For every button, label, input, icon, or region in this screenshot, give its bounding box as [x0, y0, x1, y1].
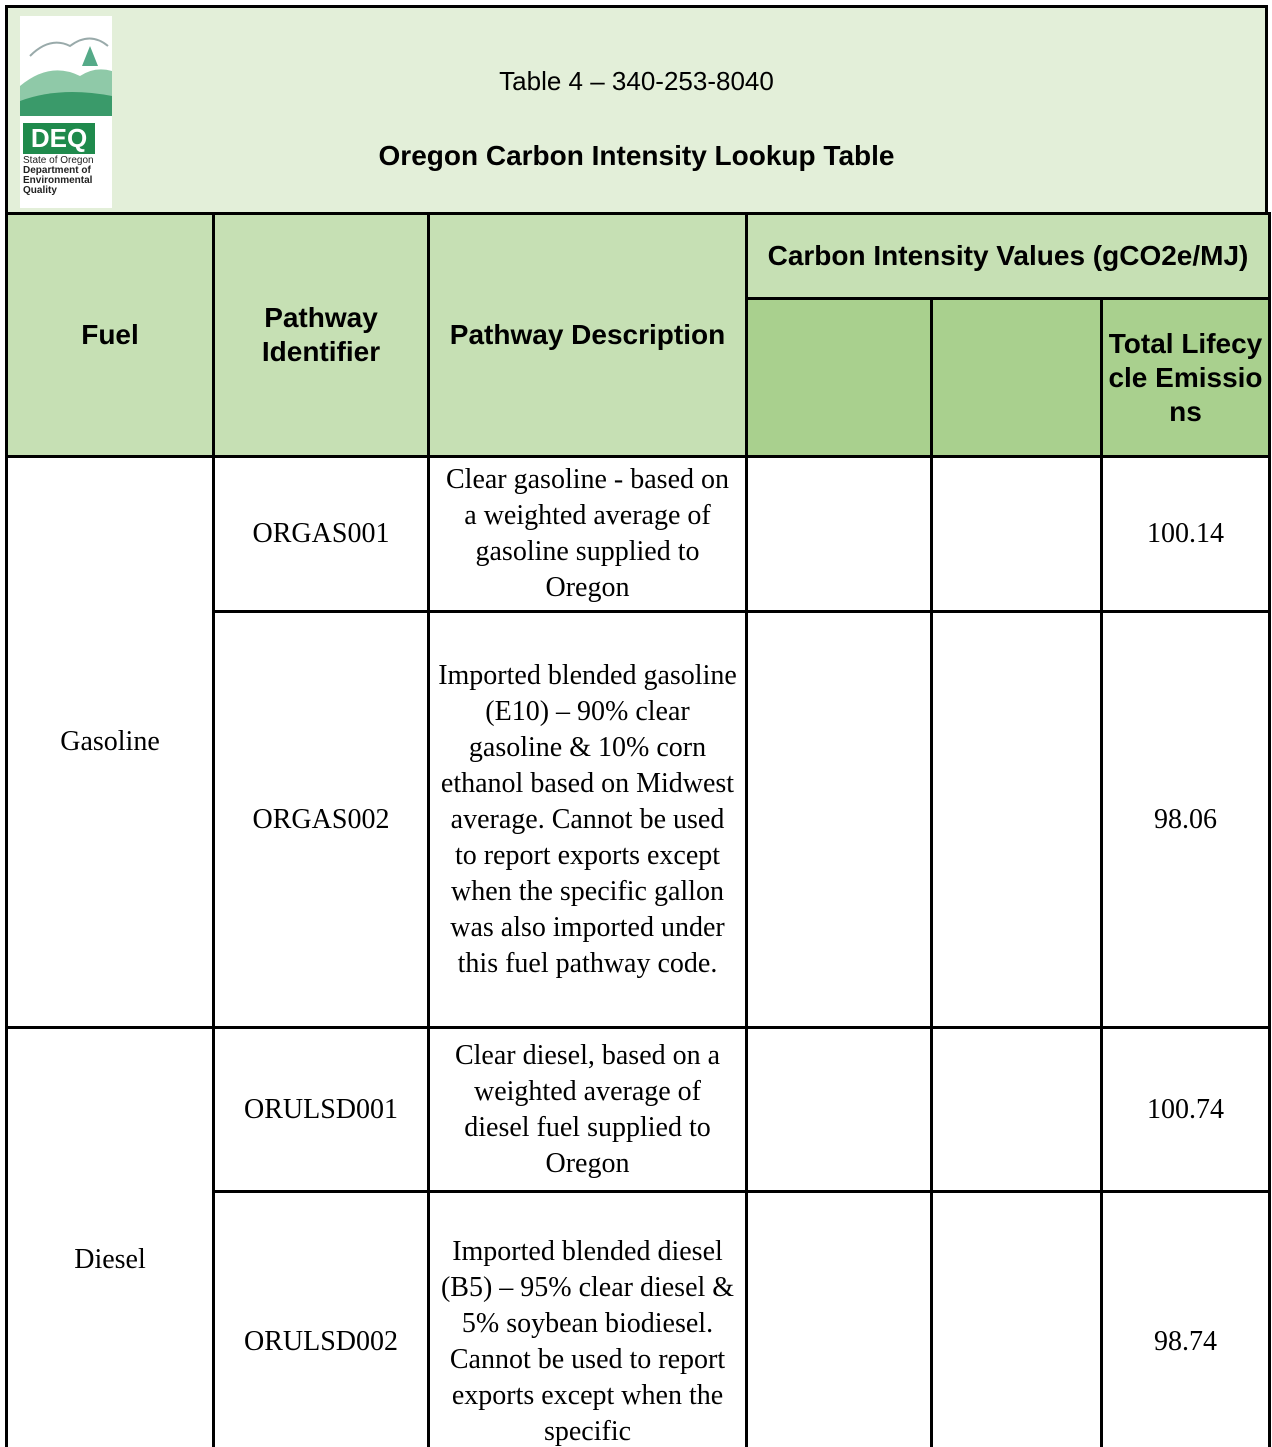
total-header: Total Lifecycle Emissions [1100, 297, 1271, 458]
empty-cell [745, 1026, 933, 1193]
total-value: 98.74 [1100, 1190, 1271, 1447]
total-value: 100.74 [1100, 1026, 1271, 1193]
table-body: Gasoline ORGAS001 Clear gasoline - based o… [5, 455, 1271, 1447]
title: Oregon Carbon Intensity Lookup Table [378, 140, 895, 171]
column-header: Pathway Description [427, 212, 748, 458]
pathway-id: ORGAS001 [212, 455, 430, 613]
pathway-id: ORGAS002 [212, 610, 430, 1029]
group-header: Carbon Intensity Values (gCO2e/MJ) [745, 212, 1271, 300]
logo-line: State of Oregon [23, 155, 94, 166]
row: ORULSD002 Imported blended diesel (B5) – … [7, 1190, 1271, 1447]
empty-cell [930, 610, 1103, 1029]
logo-art [20, 37, 112, 116]
table: Fuel Pathway Identifier Pathway Descript… [5, 212, 1271, 1447]
logo-line: Environmental [23, 175, 93, 186]
fuel-cell: Gasoline [5, 455, 215, 1029]
fuel-cell: Diesel [5, 1026, 215, 1447]
pathway-description: Imported blended gasoline (E10) – 90% cl… [427, 610, 748, 1029]
row: ORGAS002 Imported blended gasoline (E10) … [7, 610, 1271, 1029]
total-value: 100.14 [1100, 455, 1271, 613]
empty-cell [745, 610, 933, 1029]
row: Diesel ORULSD001 Clear diesel, based on a … [5, 1026, 1271, 1447]
total-value: 98.06 [1100, 610, 1271, 1029]
logo-line: Department of [23, 165, 91, 176]
empty-cell [930, 1190, 1103, 1447]
empty-cell [930, 1026, 1103, 1193]
empty-cell [745, 1190, 933, 1447]
column-header: Pathway Identifier [212, 212, 430, 458]
header: DEQ State of Oregon Department of Enviro… [5, 5, 1268, 212]
empty-cell [745, 455, 933, 613]
column-header: Fuel [5, 212, 215, 458]
table-number: Table 4 – 340-253-8040 [499, 66, 774, 96]
sub-header [745, 297, 933, 458]
empty-cell [930, 455, 1103, 613]
pathway-description: Clear diesel, based on a weighted averag… [427, 1026, 748, 1193]
pathway-id: ORULSD002 [212, 1190, 430, 1447]
logo: DEQ State of Oregon Department of Enviro… [20, 16, 112, 208]
logo-acronym: DEQ [23, 123, 95, 154]
pathway-description: Imported blended diesel (B5) – 95% clear… [427, 1190, 748, 1447]
pathway-description: Clear gasoline - based on a weighted ave… [427, 455, 748, 613]
pathway-id: ORULSD001 [212, 1026, 430, 1193]
logo-line: Quality [23, 185, 57, 196]
sub-header [930, 297, 1103, 458]
row: Gasoline ORGAS001 Clear gasoline - based o… [5, 455, 1271, 1029]
